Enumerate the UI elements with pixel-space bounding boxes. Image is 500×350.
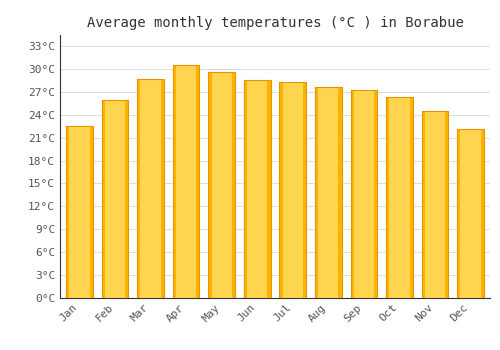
Bar bbox=[315, 87, 342, 298]
Bar bbox=[315, 87, 318, 298]
Bar bbox=[102, 100, 128, 297]
Bar bbox=[374, 90, 377, 298]
Bar bbox=[457, 128, 484, 298]
Bar bbox=[386, 97, 412, 298]
Bar bbox=[232, 71, 235, 298]
Bar bbox=[244, 80, 270, 298]
Bar bbox=[303, 82, 306, 298]
Bar bbox=[102, 100, 105, 297]
Bar bbox=[138, 79, 140, 298]
Bar bbox=[208, 71, 212, 298]
Bar bbox=[173, 65, 200, 298]
Bar bbox=[90, 126, 93, 298]
Title: Average monthly temperatures (°C ) in Borabue: Average monthly temperatures (°C ) in Bo… bbox=[86, 16, 464, 30]
Bar bbox=[173, 65, 176, 298]
Bar bbox=[138, 79, 164, 298]
Bar bbox=[66, 126, 93, 298]
Bar bbox=[422, 111, 425, 298]
Bar bbox=[160, 79, 164, 298]
Bar bbox=[350, 90, 377, 298]
Bar bbox=[66, 126, 93, 298]
Bar bbox=[196, 65, 200, 298]
Bar bbox=[102, 100, 128, 297]
Bar bbox=[350, 90, 377, 298]
Bar bbox=[268, 80, 270, 298]
Bar bbox=[244, 80, 270, 298]
Bar bbox=[244, 80, 247, 298]
Bar bbox=[66, 126, 70, 298]
Bar bbox=[280, 82, 282, 298]
Bar bbox=[445, 111, 448, 298]
Bar bbox=[138, 79, 164, 298]
Bar bbox=[350, 90, 354, 298]
Bar bbox=[480, 128, 484, 298]
Bar bbox=[280, 82, 306, 298]
Bar bbox=[208, 71, 235, 298]
Bar bbox=[173, 65, 200, 298]
Bar bbox=[457, 128, 460, 298]
Bar bbox=[422, 111, 448, 298]
Bar bbox=[280, 82, 306, 298]
Bar bbox=[125, 100, 128, 297]
Bar bbox=[410, 97, 412, 298]
Bar bbox=[315, 87, 342, 298]
Bar bbox=[386, 97, 412, 298]
Bar bbox=[338, 87, 342, 298]
Bar bbox=[422, 111, 448, 298]
Bar bbox=[386, 97, 390, 298]
Bar bbox=[208, 71, 235, 298]
Bar bbox=[457, 128, 484, 298]
